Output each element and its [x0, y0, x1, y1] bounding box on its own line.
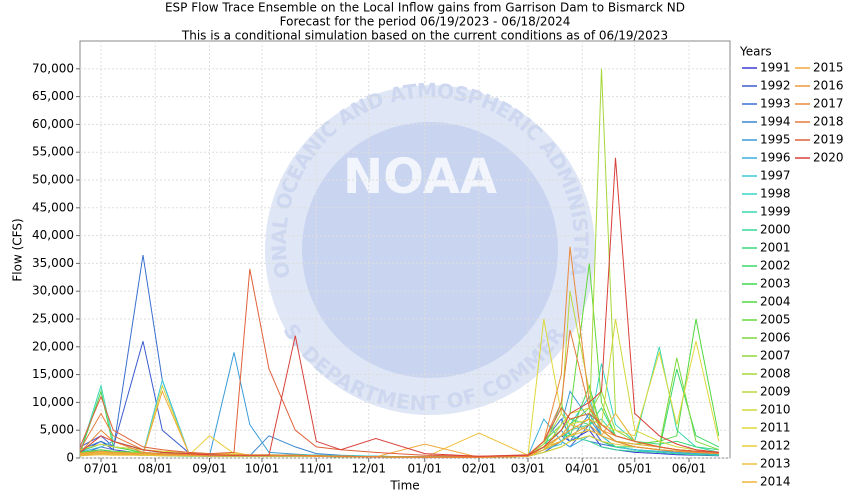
legend-label: 1995: [760, 133, 791, 147]
legend-label: 1994: [760, 115, 791, 129]
y-tick-label: 25,000: [32, 312, 74, 326]
y-tick-label: 55,000: [32, 145, 74, 159]
x-tick-label: 12/01: [351, 462, 386, 476]
legend-label: 2002: [760, 259, 791, 273]
legend-label: 2011: [760, 421, 791, 435]
y-tick-label: 15,000: [32, 367, 74, 381]
y-axis-label: Flow (CFS): [11, 218, 25, 281]
x-tick-label: 06/01: [672, 462, 707, 476]
chart-title: ESP Flow Trace Ensemble on the Local Inf…: [165, 1, 685, 15]
x-tick-label: 04/01: [565, 462, 600, 476]
legend-label: 1996: [760, 151, 791, 165]
x-tick-label: 05/01: [617, 462, 652, 476]
legend-label: 2008: [760, 367, 791, 381]
x-tick-label: 08/01: [138, 462, 173, 476]
legend-label: 1997: [760, 169, 791, 183]
y-tick-label: 60,000: [32, 117, 74, 131]
x-tick-label: 09/01: [192, 462, 227, 476]
y-tick-label: 30,000: [32, 284, 74, 298]
chart-subtitle: This is a conditional simulation based o…: [181, 29, 668, 43]
legend-label: 1999: [760, 205, 791, 219]
legend-label: 2004: [760, 295, 791, 309]
legend-label: 2001: [760, 241, 791, 255]
x-tick-label: 07/01: [84, 462, 119, 476]
x-tick-label: 10/01: [245, 462, 280, 476]
legend-label: 1992: [760, 79, 791, 93]
legend-label: 1993: [760, 97, 791, 111]
legend-label: 2016: [813, 79, 844, 93]
legend-label: 2003: [760, 277, 791, 291]
x-tick-label: 02/01: [462, 462, 497, 476]
y-tick-label: 35,000: [32, 256, 74, 270]
legend-label: 2000: [760, 223, 791, 237]
x-tick-label: 11/01: [299, 462, 334, 476]
y-tick-label: 10,000: [32, 395, 74, 409]
legend-label: 2009: [760, 385, 791, 399]
legend-label: 2015: [813, 61, 844, 75]
y-tick-label: 5,000: [40, 423, 74, 437]
chart-subtitle: Forecast for the period 06/19/2023 - 06/…: [280, 15, 571, 29]
legend-label: 2007: [760, 349, 791, 363]
legend-label: 2020: [813, 151, 844, 165]
x-axis-label: Time: [389, 479, 419, 493]
legend-label: 2018: [813, 115, 844, 129]
y-tick-label: 65,000: [32, 89, 74, 103]
legend-label: 1991: [760, 61, 791, 75]
y-tick-label: 70,000: [32, 61, 74, 75]
legend-label: 2019: [813, 133, 844, 147]
legend-label: 2012: [760, 439, 791, 453]
legend-label: 2005: [760, 313, 791, 327]
y-tick-label: 40,000: [32, 228, 74, 242]
x-tick-label: 01/01: [407, 462, 442, 476]
watermark-center: NOAA: [343, 149, 497, 205]
series-line: [79, 157, 719, 457]
legend-label: 2013: [760, 457, 791, 471]
y-tick-label: 45,000: [32, 200, 74, 214]
legend-label: 2017: [813, 97, 844, 111]
legend-label: 2010: [760, 403, 791, 417]
legend-label: 2006: [760, 331, 791, 345]
series-line: [79, 268, 719, 457]
watermark-inner: [302, 122, 558, 378]
legend-label: 2014: [760, 475, 791, 489]
x-tick-label: 03/01: [511, 462, 546, 476]
y-tick-label: 50,000: [32, 173, 74, 187]
y-tick-label: 0: [66, 451, 74, 465]
series-line: [79, 389, 719, 458]
legend-title: Years: [739, 45, 772, 59]
legend-label: 1998: [760, 187, 791, 201]
y-tick-label: 20,000: [32, 339, 74, 353]
